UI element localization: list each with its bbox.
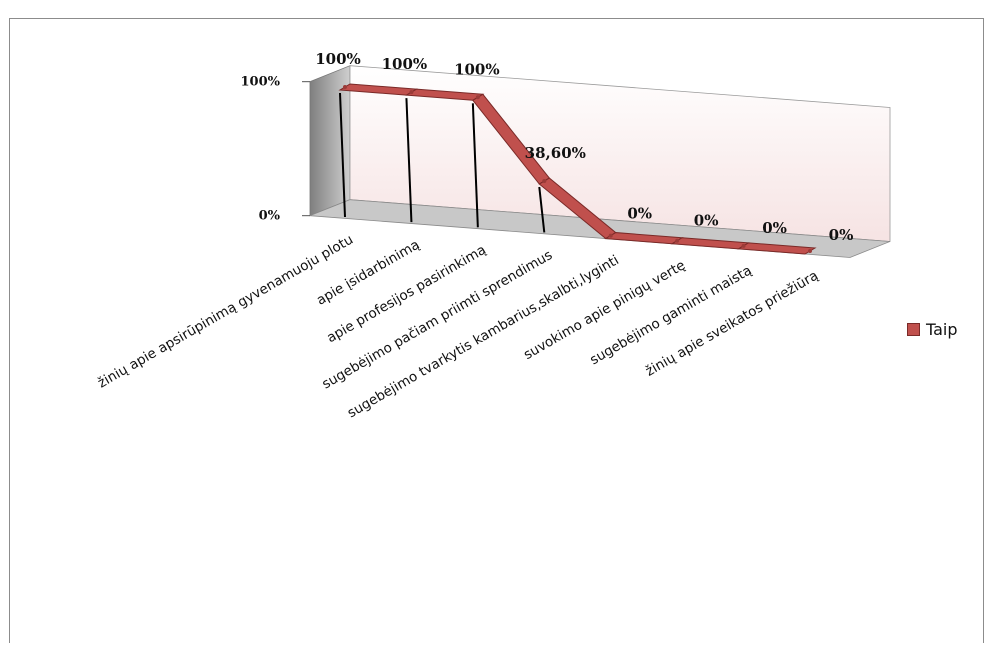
data-label: 100%: [382, 55, 428, 73]
data-point: [808, 249, 812, 253]
data-point: [343, 85, 347, 89]
drop-line: [405, 98, 413, 223]
data-label: 0%: [762, 219, 787, 237]
data-label: 100%: [454, 60, 500, 78]
legend-label-taip: Taip: [926, 320, 958, 339]
chart-frame: [9, 18, 984, 643]
data-label: 0%: [694, 212, 719, 230]
y-tick-label: 100%: [241, 75, 281, 90]
data-point: [608, 233, 613, 238]
drop-line: [471, 103, 479, 228]
category-label: sugebėjimo tvarkytis kambarius,skalbti,l…: [345, 252, 622, 421]
data-point: [675, 238, 680, 243]
data-label: 100%: [315, 50, 361, 68]
data-label: 0%: [627, 205, 652, 223]
data-point: [542, 179, 547, 184]
data-point: [475, 95, 480, 100]
drop-line: [538, 186, 546, 233]
data-point: [741, 243, 746, 248]
y-tick-label: 0%: [259, 209, 281, 224]
data-point: [409, 90, 414, 95]
legend: Taip: [907, 320, 958, 339]
legend-swatch-taip: [907, 323, 920, 336]
data-label: 38,60%: [525, 144, 586, 162]
data-label: 0%: [829, 226, 854, 244]
drop-line: [339, 92, 346, 218]
category-label: žinių apie apsirūpinimą gyvenamuoju plot…: [95, 232, 356, 392]
